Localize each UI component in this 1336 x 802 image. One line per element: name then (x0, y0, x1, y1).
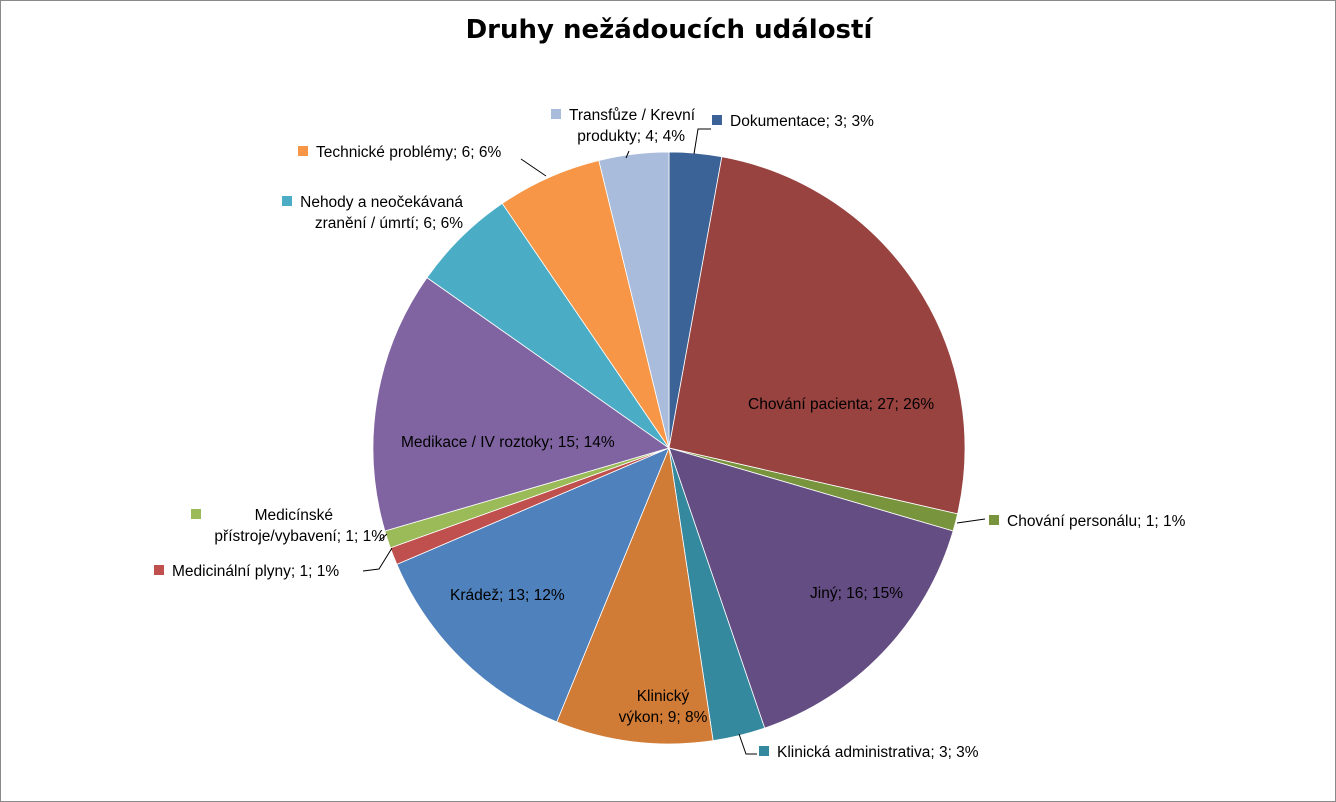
leader-line-technicke-problemy (520, 158, 547, 177)
data-label-kradez: Krádež; 13; 12% (450, 585, 565, 606)
leader-line-dokumentace (693, 128, 711, 155)
chart-title: Druhy nežádoucích událostí (465, 15, 873, 45)
legend-swatch-chovani-personalu (989, 515, 999, 525)
label-line1-medicinske-pristroje: Medicínské (173, 505, 385, 526)
data-label-technicke-problemy: Technické problémy; 6; 6% (298, 142, 501, 163)
label-text-technicke-problemy: Technické problémy; 6; 6% (316, 144, 502, 161)
leader-line-transfuze (625, 150, 630, 159)
leader-line-klinicka-administrativa (738, 733, 757, 755)
pie-slice-medikace-iv-roztoky (372, 277, 670, 532)
legend-swatch-medicinalni-plyny (154, 565, 164, 575)
data-label-transfuze: Transfůze / Krevní produkty; 4; 4% (535, 105, 695, 147)
data-label-dokumentace: Dokumentace; 3; 3% (712, 111, 874, 132)
data-label-medicinalni-plyny: Medicinální plyny; 1; 1% (154, 561, 339, 582)
label-line1-transfuze: Transfůze / Krevní (535, 105, 695, 126)
data-label-chovani-pacienta: Chování pacienta; 27; 26% (748, 394, 934, 415)
data-label-jiny: Jiný; 16; 15% (810, 583, 903, 604)
label-line2-transfuze: produkty; 4; 4% (577, 128, 685, 145)
pie-slice-klinicky-vykon (556, 446, 714, 745)
label-text-medicinalni-plyny: Medicinální plyny; 1; 1% (172, 563, 340, 580)
label-text-medikace: Medikace / IV roztoky; 15; 14% (401, 434, 615, 451)
label-line1-klinicky-vykon: Klinický (636, 688, 690, 705)
data-label-klinicka-administrativa: Klinická administrativa; 3; 3% (759, 742, 979, 763)
pie-slice-chovani-pacienta (668, 156, 966, 515)
data-label-chovani-personalu: Chování personálu; 1; 1% (989, 511, 1185, 532)
legend-swatch-dokumentace (712, 115, 722, 125)
pie-slice-transfuze-krevni-produkty (598, 151, 670, 449)
legend-swatch-transfuze (550, 109, 561, 119)
data-label-klinicky-vykon: Klinický výkon; 9; 8% (605, 686, 721, 728)
label-line2-klinicky-vykon: výkon; 9; 8% (618, 709, 708, 726)
label-line1-nehody: Nehody a neočekávaná (263, 192, 463, 213)
data-label-medicinske-pristroje: Medicínské přístroje/vybavení; 1; 1% (173, 505, 385, 547)
label-text-klinicka-administrativa: Klinická administrativa; 3; 3% (777, 744, 979, 761)
legend-swatch-medicinske-pristroje (190, 509, 201, 519)
pie-slice-kradez (396, 447, 670, 723)
legend-swatch-klinicka-administrativa (759, 746, 769, 756)
legend-swatch-nehody (282, 196, 293, 206)
label-line2-nehody: zranění / úmrtí; 6; 6% (314, 215, 463, 232)
label-text-chovani-pacienta: Chování pacienta; 27; 26% (748, 396, 935, 413)
label-text-chovani-personalu: Chování personálu; 1; 1% (1007, 513, 1186, 530)
label-text-dokumentace: Dokumentace; 3; 3% (730, 113, 874, 130)
data-label-nehody: Nehody a neočekávaná zranění / úmrtí; 6;… (263, 192, 463, 234)
data-label-medikace: Medikace / IV roztoky; 15; 14% (401, 432, 615, 453)
label-text-jiny: Jiný; 16; 15% (810, 585, 904, 602)
label-text-kradez: Krádež; 13; 12% (450, 587, 565, 604)
leader-line-chovani-personalu (956, 518, 986, 524)
leader-line-medicinske-pristroje (378, 533, 388, 542)
pie-slice-jiny (668, 447, 954, 729)
leader-line-medicinalni-plyny (362, 547, 393, 572)
legend-swatch-technicke-problemy (298, 146, 308, 156)
label-line2-medicinske-pristroje: přístroje/vybavení; 1; 1% (214, 528, 385, 545)
